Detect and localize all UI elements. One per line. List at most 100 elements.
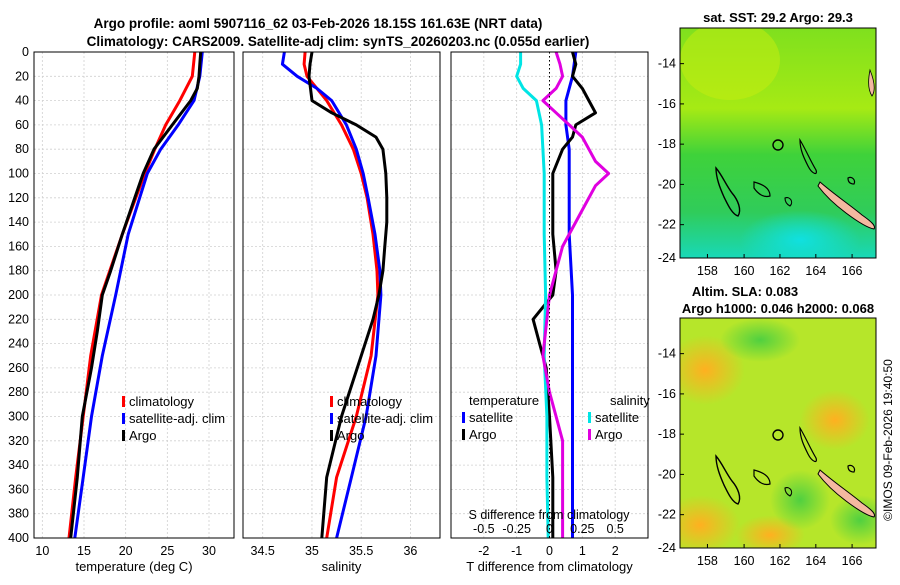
series-line-t-satellite <box>564 51 578 538</box>
island-outline <box>847 464 856 473</box>
island-outline <box>715 166 741 217</box>
island-outline <box>753 181 771 198</box>
legend-title-temperature: temperature <box>469 393 539 408</box>
x-tick-label: 34.5 <box>251 544 275 558</box>
legend-swatch <box>462 429 465 440</box>
x2-tick-label: 0 <box>546 522 553 536</box>
map-y-tick-label: -14 <box>658 347 676 361</box>
island-outline <box>799 425 817 463</box>
legend-swatch <box>462 412 465 423</box>
y-tick-label: 280 <box>8 385 29 399</box>
legend-label: Argo <box>595 427 622 442</box>
new-caledonia-coast <box>817 469 875 518</box>
legend-title-salinity: salinity <box>610 393 650 408</box>
map-x-tick-label: 162 <box>770 554 791 568</box>
x2-axis-label: S difference from climatology <box>469 508 631 522</box>
y-tick-label: 340 <box>8 458 29 472</box>
sla-low-patch <box>770 470 830 530</box>
y-tick-label: 220 <box>8 312 29 326</box>
legend-label: satellite-adj. clim <box>337 411 433 426</box>
sst-map: sat. SST: 29.2 Argo: 29.3 158 160 162 164 16… <box>658 10 877 278</box>
x-tick-label: 15 <box>77 544 91 558</box>
map-x-tick-label: 166 <box>842 264 863 278</box>
y-tick-label: 140 <box>8 215 29 229</box>
sst-cool-patch <box>740 210 860 258</box>
x-tick-label: 1 <box>579 544 586 558</box>
legend-swatch <box>588 429 591 440</box>
map-x-tick-label: 162 <box>770 264 791 278</box>
sla-low-patch <box>720 318 800 362</box>
map-y-tick-label: -18 <box>658 137 676 151</box>
legend-label: climatology <box>129 394 195 409</box>
y-tick-label: 320 <box>8 434 29 448</box>
map-x-tick-label: 166 <box>842 554 863 568</box>
legend-swatch <box>588 412 591 423</box>
x-tick-label: -2 <box>478 544 489 558</box>
legend-swatch <box>122 430 125 441</box>
x-tick-label: 2 <box>612 544 619 558</box>
y-tick-label: 80 <box>15 142 29 156</box>
map-x-tick-label: 160 <box>734 554 755 568</box>
x2-tick-label: -0.25 <box>502 522 531 536</box>
axes-frame <box>33 51 235 539</box>
x-tick-label: 0 <box>546 544 553 558</box>
map-x-tick-label: 164 <box>805 554 826 568</box>
argo-position-marker <box>772 429 784 441</box>
legend-label: Argo <box>337 428 364 443</box>
legend-label: climatology <box>337 394 403 409</box>
x-axis-label: T difference from climatology <box>466 559 633 574</box>
map-x-tick-label: 158 <box>697 554 718 568</box>
y-tick-label: 200 <box>8 288 29 302</box>
sst-warm-patch <box>680 28 780 100</box>
sla-map: Altim. SLA: 0.083 Argo h1000: 0.046 h200… <box>658 284 877 568</box>
map-x-tick-label: 160 <box>734 264 755 278</box>
legend-swatch <box>122 413 125 424</box>
island-outline <box>784 197 793 207</box>
x-tick-label: 25 <box>160 544 174 558</box>
series-line-s-argo <box>541 51 611 538</box>
series-line-satellite-adj-clim <box>280 51 383 539</box>
vanuatu-coast <box>868 68 875 97</box>
island-outline <box>753 469 771 486</box>
y-tick-label: 300 <box>8 410 29 424</box>
x-tick-label: 20 <box>119 544 133 558</box>
sla-high-patch <box>800 390 870 450</box>
series-line-argo <box>69 51 203 539</box>
legend-label: satellite-adj. clim <box>129 411 225 426</box>
y-tick-label: 60 <box>15 118 29 132</box>
x-tick-label: -1 <box>511 544 522 558</box>
map-y-tick-label: -20 <box>658 467 676 481</box>
argo-position-marker <box>772 139 784 151</box>
x2-tick-label: 0.5 <box>606 522 623 536</box>
x-axis-label: temperature (deg C) <box>75 559 192 574</box>
legend-swatch <box>330 396 333 407</box>
sla-high-patch <box>680 495 740 548</box>
sla-map-subtitle: Argo h1000: 0.046 h2000: 0.068 <box>682 301 874 316</box>
y-tick-label: 120 <box>8 191 29 205</box>
new-caledonia-coast <box>817 181 875 230</box>
map-y-tick-label: -14 <box>658 57 676 71</box>
legend-swatch <box>330 430 333 441</box>
island-outline <box>784 487 793 497</box>
axes-frame <box>242 51 441 539</box>
y-tick-label: 240 <box>8 337 29 351</box>
y-tick-label: 40 <box>15 94 29 108</box>
x2-tick-label: -0.5 <box>473 522 495 536</box>
y-tick-label: 360 <box>8 482 29 496</box>
series-line-s-satellite <box>515 52 550 539</box>
map-y-tick-label: -16 <box>658 97 676 111</box>
island-outline <box>799 137 817 175</box>
map-y-tick-label: -24 <box>658 541 676 555</box>
x-tick-label: 10 <box>35 544 49 558</box>
x-tick-label: 35.5 <box>349 544 373 558</box>
figure-title-line1: Argo profile: aoml 5907116_62 03-Feb-202… <box>94 16 543 31</box>
legend-label: satellite <box>469 410 513 425</box>
y-tick-label: 100 <box>8 167 29 181</box>
map-y-tick-label: -24 <box>658 251 676 265</box>
legend-label: Argo <box>469 427 496 442</box>
y-tick-label: 400 <box>8 531 29 545</box>
imos-timestamp: ©IMOS 09-Feb-2026 19:40:50 <box>881 359 895 521</box>
y-tick-label: 380 <box>8 507 29 521</box>
